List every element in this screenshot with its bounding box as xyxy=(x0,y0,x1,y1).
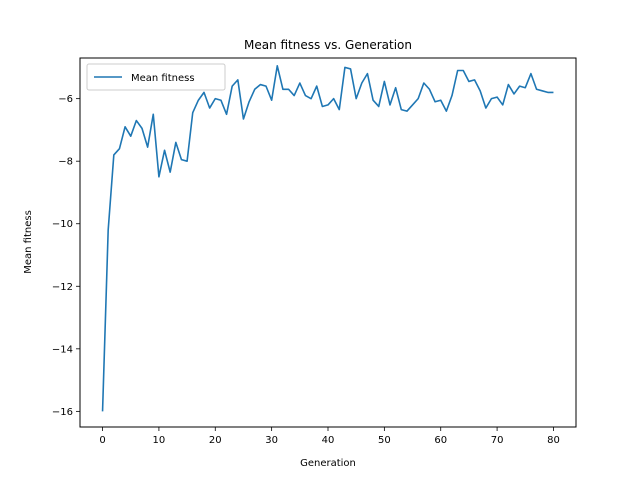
y-tick-label: −16 xyxy=(52,407,73,418)
x-tick-label: 40 xyxy=(322,435,335,446)
x-tick-label: 50 xyxy=(378,435,391,446)
y-tick-label: −12 xyxy=(52,282,73,293)
x-tick-label: 80 xyxy=(547,435,560,446)
x-axis-label: Generation xyxy=(300,458,356,469)
x-tick-label: 60 xyxy=(434,435,447,446)
x-tick-label: 70 xyxy=(491,435,504,446)
legend-label: Mean fitness xyxy=(131,73,195,84)
y-tick-label: −10 xyxy=(52,219,73,230)
y-tick-label: −8 xyxy=(58,157,73,168)
x-tick-label: 30 xyxy=(265,435,278,446)
legend: Mean fitness xyxy=(86,63,226,91)
x-tick-label: 10 xyxy=(153,435,166,446)
chart-title: Mean fitness vs. Generation xyxy=(244,38,412,52)
x-tick-label: 20 xyxy=(209,435,222,446)
legend-box xyxy=(86,63,226,91)
mean-fitness-series-line xyxy=(101,65,554,412)
y-tick-label: −14 xyxy=(52,344,73,355)
y-axis-label: Mean fitness xyxy=(23,210,34,274)
x-tick-label: 0 xyxy=(99,435,105,446)
plot-frame xyxy=(79,57,577,428)
x-axis: 0 10 20 30 40 50 60 70 80 xyxy=(99,427,560,446)
y-tick-label: −6 xyxy=(58,94,73,105)
y-axis: −16 −14 −12 −10 −8 −6 xyxy=(52,94,80,418)
